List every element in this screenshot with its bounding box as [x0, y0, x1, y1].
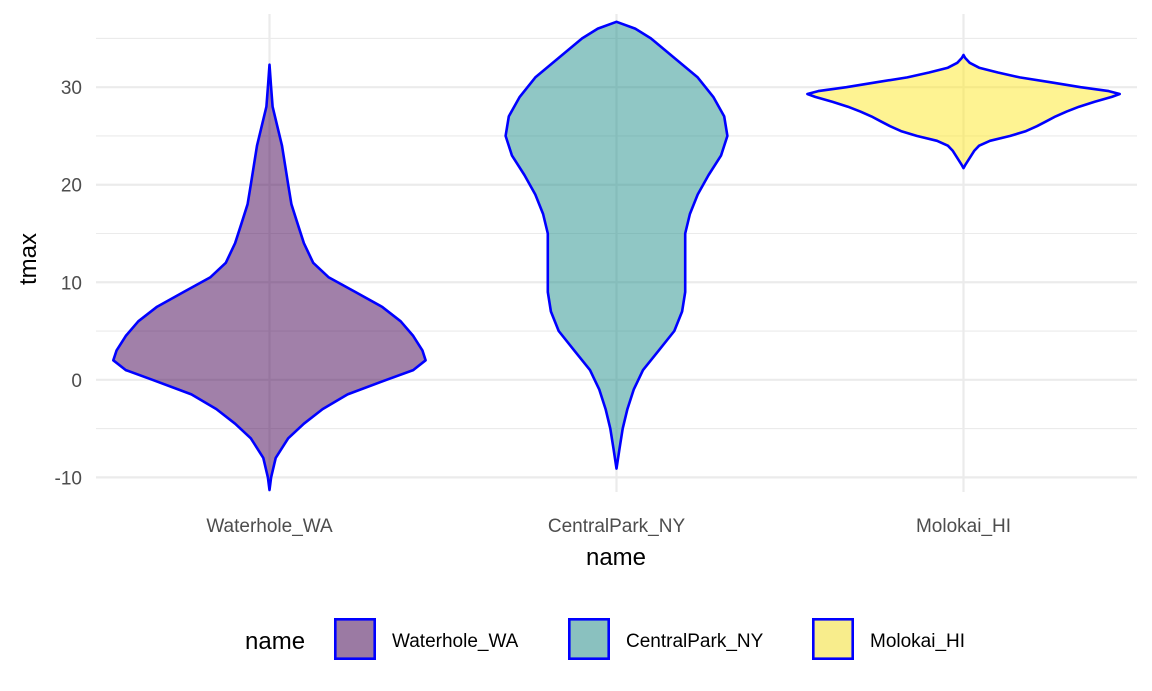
legend-swatch-Molokai_HI	[811, 617, 854, 660]
legend-label: CentralPark_NY	[626, 631, 764, 652]
violin-Molokai_HI	[806, 53, 1121, 170]
violin-layer	[112, 20, 1121, 492]
y-tick-label: 20	[61, 176, 82, 197]
x-tick-label: CentralPark_NY	[548, 516, 686, 537]
violin-Waterhole_WA	[112, 63, 427, 492]
y-tick-label: 30	[61, 78, 82, 99]
violin-CentralPark_NY	[504, 20, 729, 470]
legend-swatch-Waterhole_WA	[333, 617, 376, 660]
x-tick-label: Molokai_HI	[916, 516, 1011, 537]
x-tick-label: Waterhole_WA	[206, 516, 333, 537]
legend: name Waterhole_WA CentralPark_NY Molokai_H…	[245, 617, 965, 660]
y-axis-title: tmax	[15, 233, 42, 285]
y-axis-ticks: -10 0 10 20 30	[55, 78, 82, 489]
y-tick-label: 10	[61, 273, 82, 294]
x-axis-title: name	[586, 544, 646, 571]
legend-label: Waterhole_WA	[392, 631, 519, 652]
legend-swatch-CentralPark_NY	[567, 617, 610, 660]
y-tick-label: 0	[71, 371, 82, 392]
legend-title: name	[245, 628, 305, 655]
y-tick-label: -10	[55, 468, 82, 489]
legend-label: Molokai_HI	[870, 631, 965, 652]
x-axis-ticks: Waterhole_WA CentralPark_NY Molokai_HI	[206, 516, 1011, 537]
